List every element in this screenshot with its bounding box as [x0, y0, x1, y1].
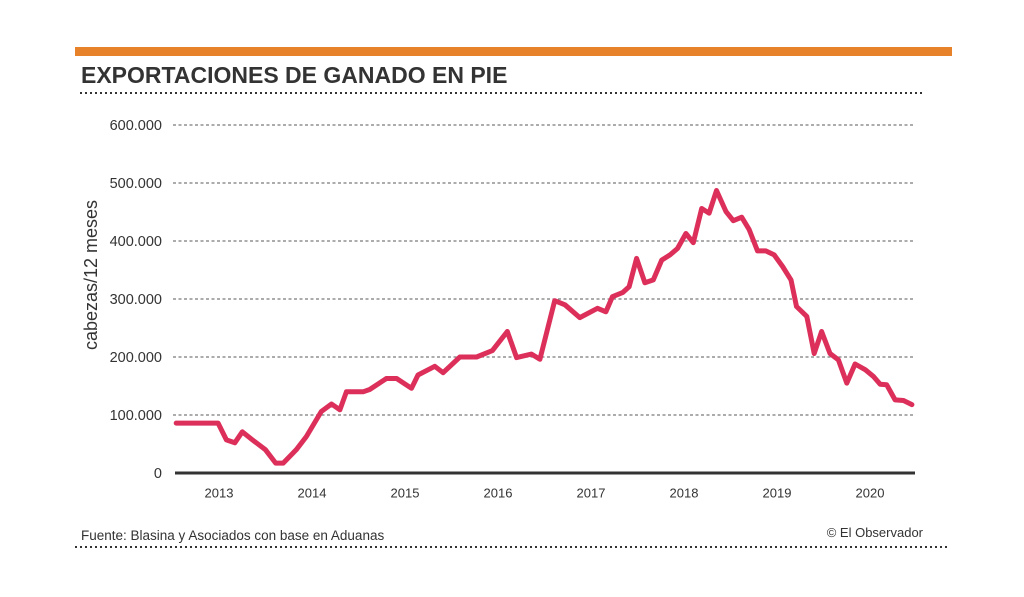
data-point	[440, 370, 446, 375]
data-point	[384, 376, 389, 381]
data-point	[827, 351, 833, 356]
y-tick-label: 300.000	[110, 292, 162, 308]
data-point	[788, 277, 794, 283]
data-point	[415, 372, 421, 378]
gridlines	[173, 124, 913, 416]
data-point	[731, 218, 736, 223]
data-point	[642, 280, 648, 285]
data-point	[844, 380, 849, 386]
data-point	[723, 209, 729, 214]
data-point	[281, 460, 286, 466]
data-point	[240, 429, 245, 434]
credit-note: © El Observador	[827, 525, 924, 540]
x-tick-label: 2017	[577, 486, 606, 501]
data-point	[232, 440, 237, 445]
source-note: Fuente: Blasina y Asociados con base en …	[81, 528, 384, 543]
data-point	[304, 434, 309, 439]
y-axis-ticks: 0 100.000 200.000 300.000 400.000 500.000 600.…	[110, 118, 162, 482]
data-point	[174, 420, 179, 426]
y-tick-label: 400.000	[110, 234, 162, 250]
data-point	[772, 252, 777, 258]
data-point	[812, 351, 817, 356]
data-point	[909, 402, 915, 407]
x-tick-label: 2014	[298, 486, 327, 501]
data-point	[746, 227, 752, 232]
data-point	[699, 206, 704, 211]
data-point	[667, 252, 673, 258]
data-point	[263, 447, 268, 452]
x-axis-ticks: 2013 2014 2015 2016 2017 2018 2019 2020	[205, 486, 885, 501]
data-point	[250, 437, 255, 443]
data-point	[367, 387, 372, 392]
data-point	[360, 389, 366, 394]
data-point	[319, 409, 324, 414]
data-point	[836, 357, 841, 363]
y-tick-label: 100.000	[110, 408, 162, 424]
data-point	[337, 407, 343, 412]
data-point	[739, 215, 744, 220]
data-point	[683, 231, 689, 236]
data-point	[819, 329, 824, 334]
data-point	[852, 361, 858, 367]
data-point	[394, 376, 399, 381]
data-point	[474, 354, 479, 360]
data-point	[878, 382, 883, 387]
data-point	[626, 284, 632, 289]
y-tick-label: 500.000	[110, 176, 162, 192]
data-point	[863, 367, 868, 372]
data-point	[552, 298, 557, 303]
data-point	[691, 240, 696, 245]
data-point	[675, 246, 680, 251]
accent-bar	[75, 47, 952, 56]
data-point	[804, 314, 809, 319]
y-tick-label: 600.000	[110, 118, 162, 134]
y-axis-label: cabezas/12 meses	[81, 200, 101, 350]
data-point	[537, 357, 543, 362]
data-point	[457, 354, 463, 360]
data-point	[755, 248, 760, 254]
data-point	[884, 382, 889, 387]
data-point	[794, 304, 799, 309]
data-point	[659, 257, 664, 263]
data-point	[871, 374, 876, 379]
data-point	[409, 386, 414, 391]
data-point	[329, 401, 334, 407]
data-point	[595, 306, 600, 311]
series-group	[173, 188, 915, 466]
y-tick-label: 0	[154, 466, 162, 482]
data-point	[651, 277, 656, 283]
x-tick-label: 2020	[856, 486, 885, 501]
data-point	[763, 248, 768, 254]
data-point	[610, 294, 615, 299]
data-point	[892, 397, 898, 403]
data-point	[577, 315, 582, 320]
data-point	[224, 437, 229, 443]
series-line	[173, 188, 915, 466]
chart-title: EXPORTACIONES DE GANADO EN PIE	[81, 62, 507, 88]
data-point	[432, 364, 437, 369]
data-point	[514, 355, 519, 360]
x-tick-label: 2016	[484, 486, 513, 501]
data-point	[620, 290, 625, 295]
data-point	[714, 188, 719, 193]
x-tick-label: 2018	[670, 486, 699, 501]
data-point	[490, 348, 495, 353]
data-point	[562, 302, 568, 307]
data-point	[706, 211, 712, 216]
data-point	[901, 398, 906, 403]
y-tick-label: 200.000	[110, 350, 162, 366]
data-point	[529, 351, 534, 357]
x-tick-label: 2019	[763, 486, 792, 501]
data-point	[603, 309, 609, 314]
data-point	[294, 447, 299, 452]
data-point	[780, 264, 785, 269]
data-point	[505, 329, 510, 334]
data-point	[273, 460, 278, 466]
data-point	[634, 256, 639, 261]
x-tick-label: 2013	[205, 486, 234, 501]
x-tick-label: 2015	[391, 486, 420, 501]
data-point	[215, 420, 221, 426]
data-point	[344, 389, 349, 394]
